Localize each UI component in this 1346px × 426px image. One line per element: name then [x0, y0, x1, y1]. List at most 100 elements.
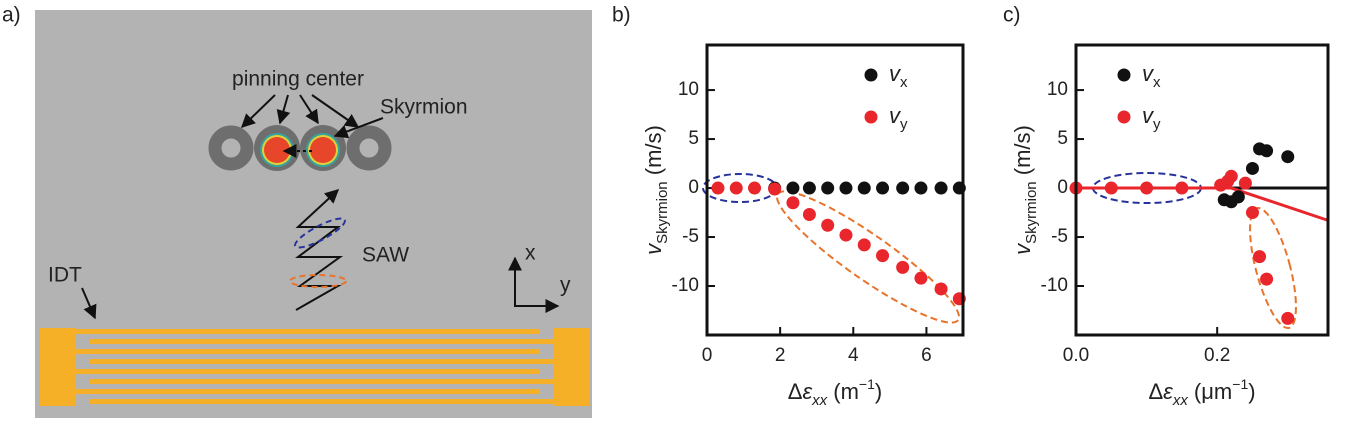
- legend-label-part: x: [900, 74, 908, 91]
- x-tick-label: 0.2: [1204, 345, 1230, 366]
- point: [1281, 150, 1295, 164]
- y-axis-label-part: Skyrmion: [1023, 181, 1040, 244]
- y-axis-label: vSkyrmion (m/s): [1010, 125, 1041, 255]
- y-tick-label: 5: [1057, 128, 1068, 149]
- point: [857, 181, 871, 195]
- idt: [40, 328, 589, 406]
- x-axis-label-part: ): [875, 379, 882, 404]
- legend-label: vx: [1142, 61, 1161, 92]
- x-axis-label: Δεxx (μm−1): [1148, 376, 1255, 410]
- saw-wave: [295, 189, 344, 311]
- x-tick-label: 0.0: [1063, 345, 1089, 366]
- point: [786, 181, 800, 195]
- point: [914, 271, 928, 285]
- point: [839, 228, 853, 242]
- y-tick-label: -5: [1051, 226, 1068, 247]
- point: [768, 182, 782, 196]
- point: [1260, 144, 1274, 158]
- axis-y-label: y: [560, 274, 571, 297]
- panel-label: a): [2, 4, 21, 27]
- panel-label: b): [612, 4, 631, 27]
- highlight: [1249, 206, 1297, 330]
- skyrmion: [310, 137, 336, 163]
- saw-label: SAW: [362, 244, 409, 267]
- y-axis-label-part: v: [1010, 242, 1035, 255]
- highlight: [294, 217, 346, 249]
- panel-label: c): [1003, 4, 1021, 27]
- x-axis-label-part: ε: [802, 379, 812, 404]
- point: [821, 218, 835, 232]
- point: [1175, 181, 1189, 195]
- point: [1245, 206, 1259, 220]
- point: [821, 181, 835, 195]
- point: [729, 181, 743, 195]
- point: [1260, 272, 1274, 286]
- legend-label: vy: [889, 103, 908, 134]
- pinning-ring: [208, 125, 254, 171]
- x-axis-label-part: −1: [1232, 376, 1248, 392]
- x-axis-label-part: xx: [1172, 392, 1189, 409]
- idt-label: IDT: [48, 264, 82, 287]
- point: [1253, 250, 1267, 264]
- point: [934, 282, 948, 296]
- point: [876, 181, 890, 195]
- fit-line: [1076, 186, 1329, 222]
- skyrmion-label: Skyrmion: [380, 96, 468, 119]
- legend-label-part: x: [1153, 74, 1161, 91]
- x-axis-label-part: ): [1248, 379, 1255, 404]
- plot-frame: [1074, 43, 1330, 337]
- legend-label: vx: [889, 61, 908, 92]
- point: [896, 181, 910, 195]
- point: [857, 238, 871, 252]
- legend-label-part: y: [900, 116, 908, 133]
- plot-frame: [705, 43, 965, 337]
- y-tick-label: -10: [672, 275, 699, 296]
- pinning-label: pinning center: [232, 68, 364, 91]
- point: [1224, 169, 1238, 183]
- y-tick-label: 5: [688, 128, 699, 149]
- point: [839, 181, 853, 195]
- legend-marker: [864, 68, 878, 82]
- legend-label: vy: [1142, 103, 1161, 134]
- point: [1140, 181, 1154, 195]
- point: [802, 207, 816, 221]
- x-axis-label: Δεxx (m−1): [788, 376, 882, 410]
- y-axis-label-part: Skyrmion: [654, 181, 671, 244]
- legend-label-part: y: [1153, 116, 1161, 133]
- x-axis-label-part: (m: [827, 379, 859, 404]
- x-tick-label: 6: [921, 345, 932, 366]
- y-axis-label: vSkyrmion (m/s): [641, 125, 672, 255]
- y-tick-label: -5: [682, 226, 699, 247]
- x-axis-label-part: xx: [811, 392, 828, 409]
- point: [748, 181, 762, 195]
- point: [1104, 181, 1118, 195]
- point: [786, 196, 800, 210]
- y-tick-label: 10: [1047, 79, 1068, 100]
- y-axis-label-part: v: [641, 242, 666, 255]
- point: [1231, 190, 1245, 204]
- y-axis-label-part: (m/s): [641, 125, 666, 181]
- legend-label-part: v: [889, 103, 902, 128]
- axes-icon: [508, 256, 560, 313]
- x-axis-label-part: Δ: [788, 379, 803, 404]
- point: [1281, 311, 1295, 325]
- x-tick-label: 0: [702, 345, 713, 366]
- x-tick-label: 2: [775, 345, 786, 366]
- x-axis-label-part: Δ: [1148, 379, 1163, 404]
- legend-label-part: v: [1142, 61, 1155, 86]
- x-axis-label-part: (μm: [1188, 379, 1232, 404]
- point: [711, 181, 725, 195]
- y-tick-label: 10: [678, 79, 699, 100]
- diagram: pinning center Skyrmion SAW IDT x y: [35, 10, 592, 418]
- y-axis-label-part: (m/s): [1010, 125, 1035, 181]
- legend-marker: [1117, 68, 1131, 82]
- point: [934, 181, 948, 195]
- legend-marker: [864, 110, 878, 124]
- y-tick-label: 0: [688, 177, 699, 198]
- legend-marker: [1117, 110, 1131, 124]
- x-axis-label-part: ε: [1163, 379, 1173, 404]
- highlight: [289, 274, 347, 288]
- highlight: [776, 190, 960, 324]
